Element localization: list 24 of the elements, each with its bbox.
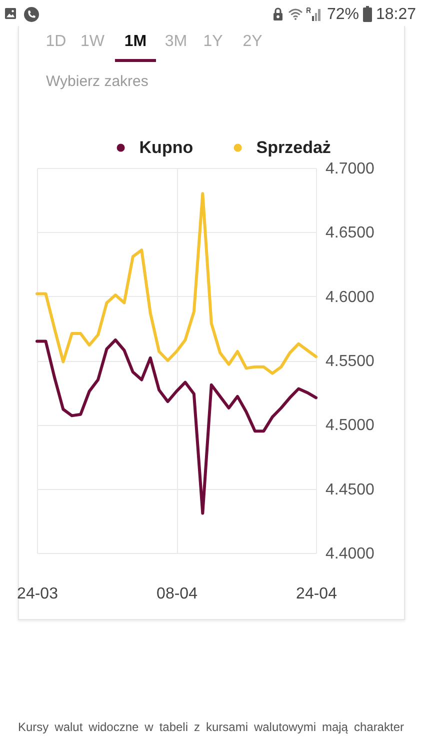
text: 3M (164, 33, 188, 50)
y-tick-label: 4.5000 (326, 417, 375, 434)
y-tick-label: 4.7000 (326, 160, 375, 178)
text: 2Y (242, 33, 262, 50)
text: Kursy walut widoczne w tabeli z kursami walutowymi mają charakter (18, 720, 404, 734)
legend-label: Kupno (139, 138, 194, 157)
legend-label: Sprzedaż (256, 138, 331, 157)
text: 1M (124, 33, 147, 50)
y-tick-label: 4.6500 (326, 224, 375, 242)
x-tick-label: 08-04 (156, 586, 198, 602)
line-series (36, 338, 318, 515)
text: 18:27 (376, 6, 416, 23)
y-tick-label: 4.5500 (326, 353, 375, 370)
text: 72% (327, 6, 360, 23)
x-tick-label: 24-04 (296, 586, 338, 602)
y-tick-label: 4.4000 (326, 546, 375, 562)
text: 1W (80, 33, 104, 50)
line-series (36, 192, 318, 375)
y-tick-label: 4.6000 (326, 288, 375, 306)
text: 1Y (203, 33, 223, 50)
x-tick-label: 24-03 (17, 586, 58, 602)
text: 1D (46, 33, 66, 50)
text: Wybierz zakres (46, 73, 148, 90)
y-tick-label: 4.4500 (326, 481, 375, 498)
